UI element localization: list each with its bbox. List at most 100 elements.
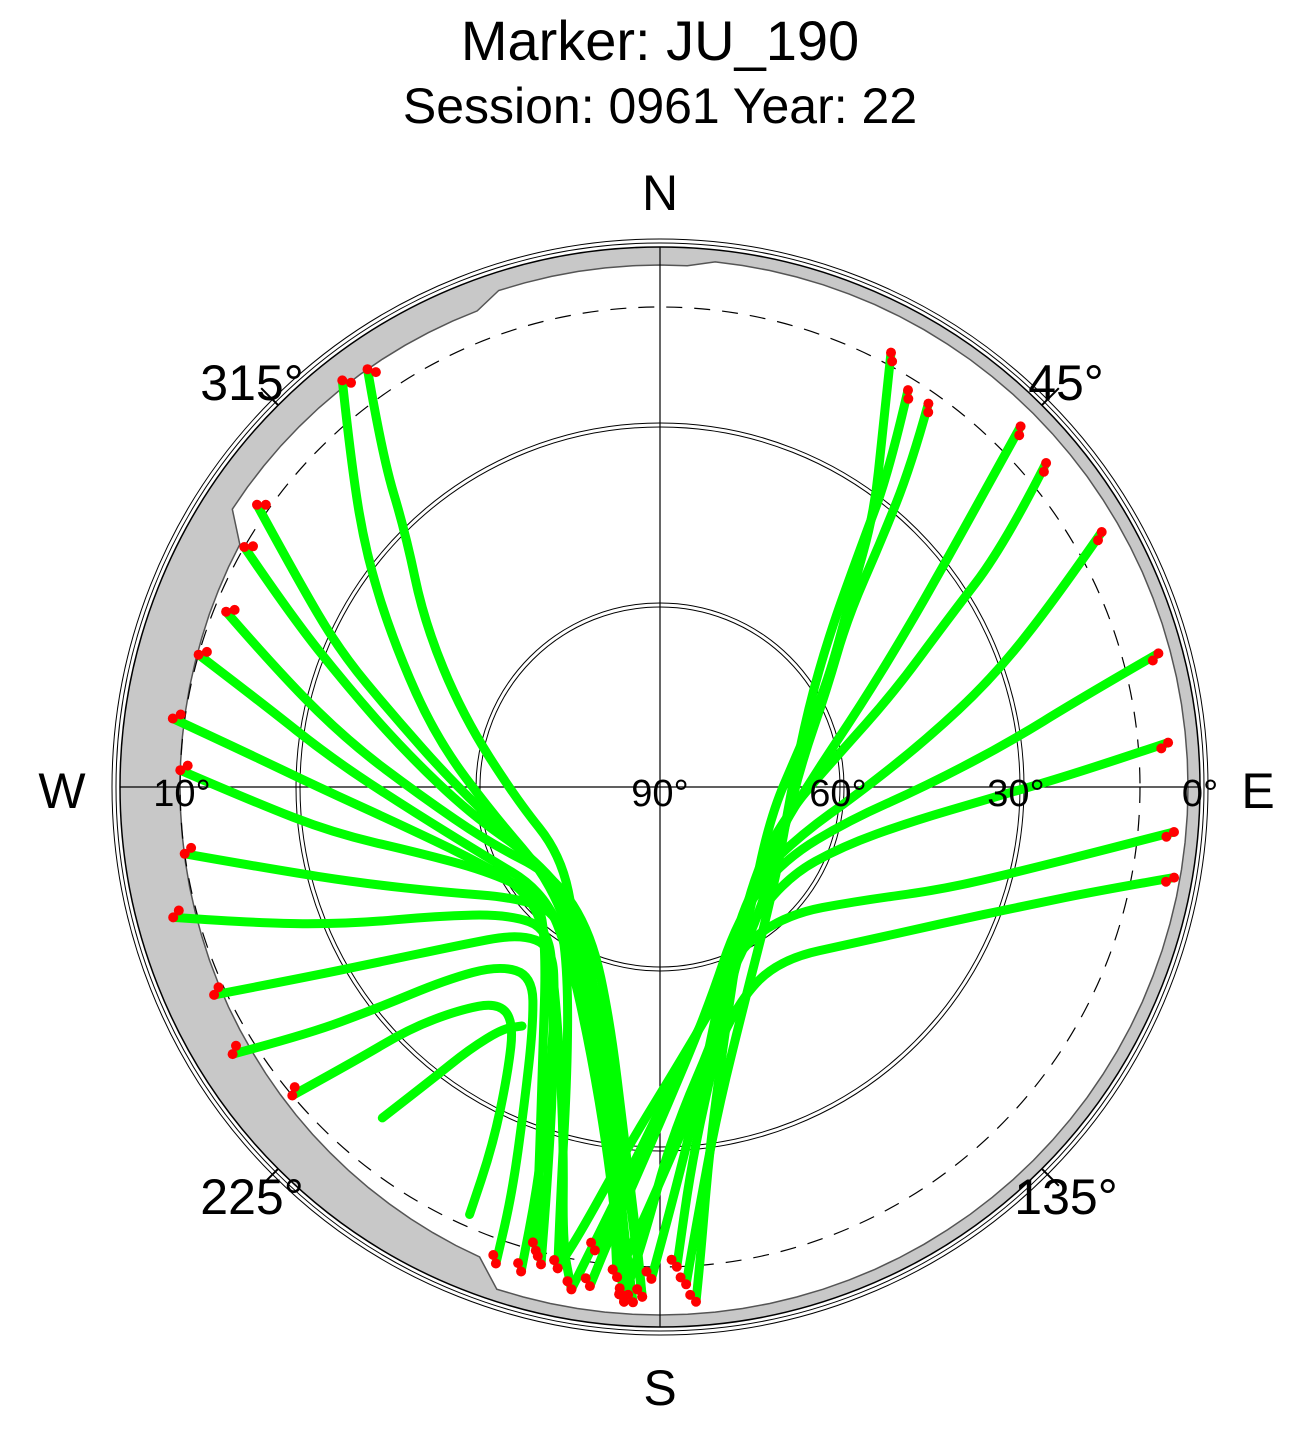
track-end-point-30 bbox=[584, 1281, 595, 1292]
azimuth-label-135: 135° bbox=[1014, 1169, 1117, 1225]
elevation-label-10: 10° bbox=[153, 773, 210, 815]
satellite-track-15 bbox=[221, 607, 647, 1302]
track-end-point-16-b bbox=[201, 646, 212, 657]
track-end-point-8-b bbox=[1156, 743, 1167, 754]
track-end-point-30-b bbox=[580, 1273, 591, 1284]
satellite-track-22 bbox=[228, 963, 538, 1268]
track-end-point-20 bbox=[168, 912, 179, 923]
track-end-point-44-b bbox=[513, 1258, 524, 1269]
track-end-point-7-b bbox=[1147, 655, 1158, 666]
track-end-point-22-b bbox=[231, 1040, 241, 1051]
track-end-point-14-b bbox=[248, 541, 258, 552]
satellite-track-24 bbox=[377, 1021, 527, 1123]
azimuth-label-45: 45° bbox=[1028, 355, 1104, 411]
track-end-point-18 bbox=[175, 765, 186, 776]
satellite-track-21 bbox=[209, 932, 559, 1276]
track-end-point-42 bbox=[552, 1263, 563, 1274]
track-end-point-39 bbox=[619, 1296, 629, 1307]
track-end-point-35 bbox=[612, 1272, 623, 1283]
track-end-point-45 bbox=[490, 1258, 501, 1269]
track-end-point-20-b bbox=[173, 905, 184, 916]
compass-east: E bbox=[1241, 763, 1274, 819]
outer-ring-2 bbox=[111, 238, 1209, 1336]
track-end-point-2 bbox=[903, 385, 913, 396]
outer-ring bbox=[115, 242, 1205, 1332]
azimuth-tick-225 bbox=[260, 1168, 279, 1187]
track-end-point-3 bbox=[886, 347, 896, 358]
azimuth-label-225: 225° bbox=[200, 1169, 303, 1225]
track-end-point-21 bbox=[209, 989, 220, 1000]
satellite-track-3 bbox=[619, 348, 896, 1301]
track-end-point-42-b bbox=[549, 1255, 560, 1266]
track-end-point-11 bbox=[362, 364, 373, 375]
track-end-point-6 bbox=[1096, 527, 1107, 537]
track-end-point-32 bbox=[589, 1245, 600, 1256]
azimuth-tick-45 bbox=[1041, 387, 1060, 406]
track-end-point-13-b bbox=[260, 499, 271, 510]
track-end-point-25 bbox=[681, 1279, 692, 1290]
azimuth-tick-315 bbox=[260, 387, 279, 406]
track-end-point-2-b bbox=[903, 393, 914, 404]
track-end-point-19 bbox=[179, 848, 190, 859]
track-end-point-40-b bbox=[562, 1276, 573, 1287]
track-end-point-38 bbox=[637, 1291, 648, 1302]
satellite-track-12 bbox=[337, 375, 622, 1282]
track-end-point-25-b bbox=[675, 1272, 686, 1283]
elevation-label-0: 0° bbox=[1182, 773, 1218, 815]
track-end-point-4-b bbox=[1014, 430, 1025, 441]
elevation-label-90: 90° bbox=[631, 773, 688, 815]
compass-south: S bbox=[643, 1360, 676, 1416]
track-end-point-18-b bbox=[182, 760, 193, 771]
track-end-point-21-b bbox=[213, 982, 224, 993]
track-end-point-5 bbox=[1041, 458, 1052, 468]
track-end-point-13 bbox=[252, 499, 262, 510]
track-end-point-37 bbox=[628, 1297, 638, 1308]
track-end-point-1 bbox=[923, 398, 934, 409]
satellite-track-9 bbox=[590, 827, 1179, 1255]
track-end-point-23-b bbox=[289, 1082, 300, 1093]
track-end-point-40 bbox=[566, 1284, 577, 1295]
track-end-point-45-b bbox=[488, 1250, 499, 1260]
track-end-point-1-b bbox=[923, 407, 934, 418]
track-end-point-29-b bbox=[641, 1266, 652, 1277]
track-end-point-43-b bbox=[532, 1251, 543, 1262]
azimuth-label-315: 315° bbox=[200, 355, 303, 411]
track-end-point-12-b bbox=[346, 377, 356, 388]
track-end-point-38-b bbox=[632, 1284, 643, 1295]
satellite-track-19 bbox=[180, 849, 573, 1273]
satellite-track-20 bbox=[168, 910, 558, 1269]
compass-west: W bbox=[38, 763, 86, 819]
track-end-point-11-b bbox=[370, 367, 381, 378]
track-end-point-6-b bbox=[1093, 535, 1103, 546]
satellite-track-23 bbox=[287, 1000, 517, 1219]
track-end-point-8 bbox=[1163, 737, 1174, 748]
track-end-point-29 bbox=[646, 1273, 657, 1284]
satellite-track-18 bbox=[175, 765, 550, 1256]
chart-title: Marker: JU_190 bbox=[461, 9, 859, 72]
chart-subtitle: Session: 0961 Year: 22 bbox=[403, 78, 917, 134]
track-end-point-15-b bbox=[229, 604, 240, 615]
azimuth-tick-135 bbox=[1041, 1168, 1060, 1187]
track-end-point-23 bbox=[287, 1090, 298, 1101]
track-end-point-5-b bbox=[1038, 466, 1049, 477]
track-end-point-41-b bbox=[527, 1237, 538, 1248]
track-end-point-10-b bbox=[1161, 876, 1171, 887]
track-end-point-9 bbox=[1169, 827, 1179, 837]
track-end-point-19-b bbox=[186, 842, 197, 853]
elevation-label-30: 30° bbox=[987, 773, 1044, 815]
track-end-point-22 bbox=[227, 1049, 238, 1060]
track-end-point-28-b bbox=[666, 1254, 677, 1265]
track-end-point-27-b bbox=[685, 1289, 696, 1300]
satellite-track-10 bbox=[612, 873, 1179, 1282]
track-end-point-7 bbox=[1153, 648, 1164, 659]
track-end-point-10 bbox=[1169, 872, 1180, 883]
elevation-label-60: 60° bbox=[809, 773, 866, 815]
track-end-point-43 bbox=[536, 1259, 546, 1270]
satellite-tracks bbox=[168, 348, 1179, 1307]
track-end-point-4 bbox=[1015, 421, 1026, 432]
satellite-track-16 bbox=[194, 650, 629, 1307]
track-end-point-17-b bbox=[175, 709, 186, 720]
track-end-point-35-b bbox=[607, 1264, 618, 1275]
track-end-point-15 bbox=[221, 606, 232, 617]
